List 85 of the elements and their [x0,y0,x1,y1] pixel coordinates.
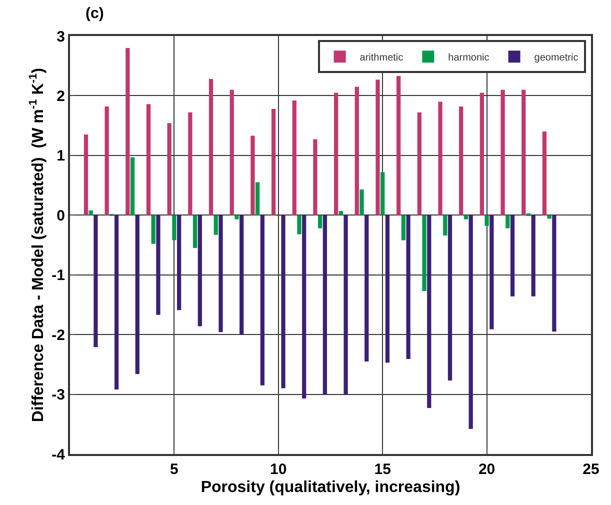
x-tick-label: 5 [170,461,178,478]
bar [354,86,359,216]
x-axis-title: Porosity (qualitatively, increasing) [200,479,460,496]
bar [240,215,244,335]
bar [552,215,556,332]
y-tick-label: 2 [56,88,65,105]
bar [385,215,390,363]
y-tick-label: -1 [52,267,65,284]
bar [334,92,338,216]
y-tick-label: -3 [52,386,65,404]
bar [318,215,322,228]
y-tick-label: -2 [52,326,65,344]
bar [396,76,401,216]
x-tick-label: 20 [478,461,496,478]
bar [94,215,98,348]
bar [135,215,140,374]
bar [427,215,432,408]
bar [500,90,505,216]
x-tick-label: 10 [270,461,287,478]
bar [360,189,364,216]
bar [338,210,343,216]
bar [255,182,260,216]
bar [344,215,348,394]
bar [84,134,88,216]
bar [542,132,547,216]
bar [422,215,426,291]
bar [522,90,526,216]
bar [510,215,515,296]
bar [192,215,198,248]
bar [313,139,318,216]
y-tick-label: 3 [56,28,65,46]
bar [459,106,464,216]
bar [260,215,264,386]
bar [297,215,302,234]
bar [271,108,276,216]
bar [464,215,468,220]
x-tick-label: 25 [582,461,600,478]
bar [151,215,156,244]
bar [417,112,422,216]
bar [188,112,192,216]
bar [438,102,442,216]
bar [156,215,160,315]
bar [506,215,510,228]
bar [448,215,452,381]
bar [364,215,369,362]
bar [88,210,93,216]
bar [468,215,473,429]
x-tick-label: 15 [374,461,391,478]
bar [214,215,218,235]
bar [230,90,234,216]
bar [198,215,202,326]
legend-label: arithmetic [360,52,404,64]
bar [167,123,172,216]
bar [443,215,448,236]
bar [401,215,406,240]
bar [146,104,151,216]
bar [130,157,135,216]
bar [114,215,119,390]
bar [480,92,484,216]
bar [208,78,214,216]
bar [376,80,380,216]
bar [126,48,130,216]
legend-label: geometric [534,52,578,64]
bar [234,215,239,220]
bar [177,215,182,310]
y-tick-label: -4 [52,446,66,464]
bar [250,136,255,216]
bar [526,213,531,216]
bar [380,172,385,216]
bar [406,215,410,360]
bar [104,106,109,216]
bar [172,215,176,240]
bar [281,215,286,388]
legend-label: harmonic [448,52,490,64]
bar [292,100,296,216]
bar [547,215,552,219]
bar [490,215,494,330]
y-tick-label: 0 [56,207,65,224]
bar [218,215,223,332]
bar [302,215,306,398]
bar [322,215,328,394]
bar [531,215,536,296]
y-tick-label: 1 [56,148,65,165]
bar [484,215,489,226]
chart-title: (c) [86,5,104,22]
